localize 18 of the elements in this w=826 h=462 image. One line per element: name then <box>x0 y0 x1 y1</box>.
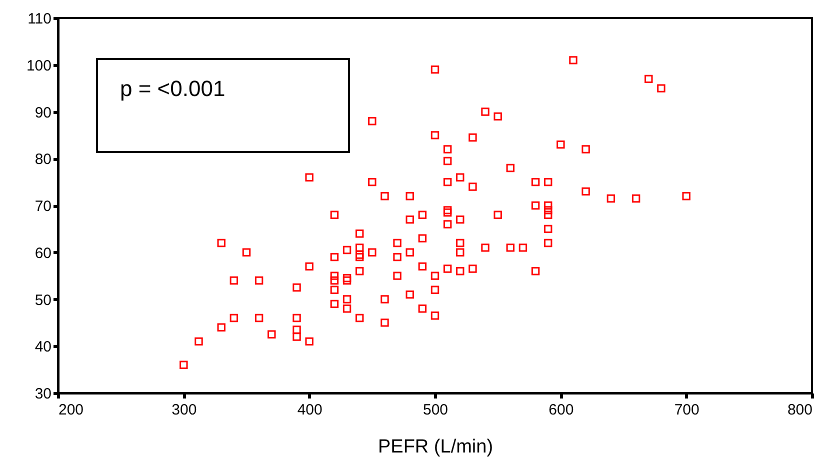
y-tick-label: 30 <box>34 386 52 402</box>
x-tick-label: 500 <box>422 402 448 418</box>
x-tick-label: 700 <box>674 402 700 418</box>
y-tick-label: 70 <box>34 198 52 215</box>
x-tick-label: 800 <box>787 402 812 418</box>
y-tick-label: 80 <box>34 151 52 168</box>
note-box: p = <0.001 <box>96 58 350 153</box>
y-tick-label: 50 <box>34 292 52 309</box>
x-tick-label: 200 <box>58 402 84 418</box>
x-tick-label: 400 <box>297 402 322 418</box>
x-axis-title: PEFR (L/min) <box>378 436 494 458</box>
x-tick-label: 600 <box>548 402 574 418</box>
y-tick-label: 110 <box>28 10 52 28</box>
x-tick-label: 300 <box>172 402 197 418</box>
y-tick-label: 90 <box>34 104 52 122</box>
y-tick-label: 40 <box>34 338 52 356</box>
y-tick-label: 60 <box>34 244 52 262</box>
y-tick-label: 100 <box>26 57 52 74</box>
